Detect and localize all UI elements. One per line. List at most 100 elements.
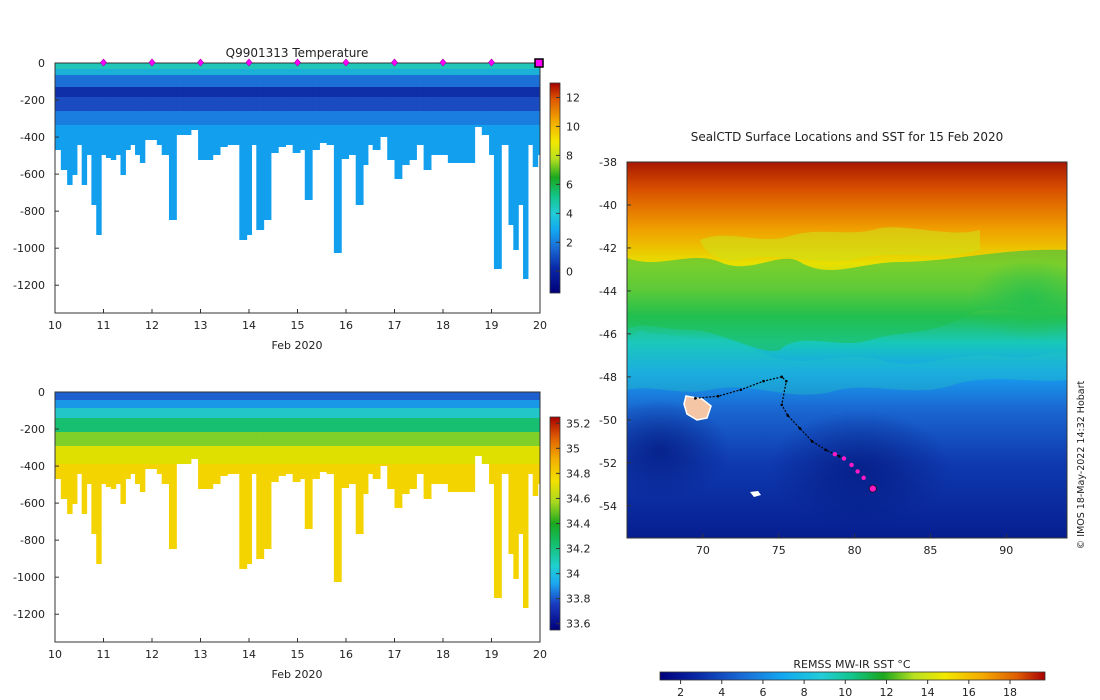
salinity-cast — [239, 392, 248, 569]
temperature-cast — [285, 63, 294, 145]
temperature-cast — [362, 63, 369, 165]
map-title: SealCTD Surface Locations and SST for 15… — [691, 130, 1004, 144]
temperature-cast — [152, 63, 158, 140]
temperature-cast — [86, 63, 92, 155]
temperature-y-ticks: 0 -200 -400 -600 -800 -1000 -1200 — [13, 57, 59, 292]
salinity-x-label: Feb 2020 — [272, 668, 323, 681]
temperature-x-tick-label: 13 — [194, 319, 208, 332]
salinity-cast — [227, 392, 236, 474]
salinity-cast — [493, 392, 502, 598]
map-y-tick-label: -48 — [599, 371, 617, 384]
salinity-cast — [513, 392, 519, 579]
temperature-cast — [263, 63, 272, 220]
salinity-cast — [467, 392, 476, 492]
temperature-cast — [105, 63, 112, 158]
temperature-cast — [326, 63, 335, 145]
cast-marker — [294, 58, 301, 67]
salinity-colorbar-tick-label: 33.6 — [566, 618, 591, 631]
temperature-cast — [239, 63, 248, 240]
temperature-cast — [532, 63, 539, 167]
temperature-cast — [493, 63, 502, 269]
map-y-tick-label: -42 — [599, 242, 617, 255]
temperature-cast — [110, 63, 117, 160]
salinity-cast — [256, 392, 265, 559]
temperature-cast — [537, 63, 540, 155]
salinity-cast — [71, 392, 78, 504]
temperature-colorbar-tick-label: 10 — [566, 120, 580, 133]
salinity-cast — [125, 392, 131, 479]
sst-colorbar-tick-label: 14 — [921, 686, 935, 699]
salinity-cast — [96, 392, 102, 564]
temperature-cast — [312, 63, 320, 150]
temperature-cast — [518, 63, 524, 205]
salinity-cast — [91, 392, 97, 534]
salinity-cast — [508, 392, 514, 554]
salinity-cast — [423, 392, 432, 499]
temperature-cast — [219, 63, 228, 147]
salinity-x-tick-label: 17 — [388, 648, 402, 661]
salinity-cast — [55, 392, 62, 479]
temperature-cast — [319, 63, 328, 143]
map-y-tick-label: -50 — [599, 414, 617, 427]
map-x-tick-label: 75 — [772, 544, 786, 557]
temperature-cast — [183, 63, 192, 135]
temperature-cast — [394, 63, 403, 179]
temperature-cast — [101, 63, 107, 155]
track-point — [780, 375, 784, 379]
salinity-y-tick-label: -1200 — [13, 608, 45, 621]
salinity-x-tick-label: 20 — [533, 648, 547, 661]
salinity-cast — [341, 392, 350, 488]
temperature-cast — [474, 63, 483, 127]
salinity-x-tick-label: 16 — [339, 648, 353, 661]
salinity-cast — [319, 392, 328, 472]
temperature-cast — [71, 63, 78, 175]
salinity-cast — [285, 392, 294, 474]
track-point — [810, 440, 814, 443]
salinity-colorbar-tick-label: 33.8 — [566, 593, 591, 606]
salinity-x-tick-label: 11 — [97, 648, 111, 661]
temperature-cast — [212, 63, 221, 155]
temperature-x-tick-label: 11 — [97, 319, 111, 332]
salinity-cast — [198, 392, 206, 489]
temperature-x-ticks: 10 11 12 13 14 15 16 17 18 19 20 — [48, 309, 547, 332]
map-x-tick-label: 80 — [848, 544, 862, 557]
cast-marker — [342, 58, 350, 67]
temperature-colorbar-tick-label: 12 — [566, 91, 580, 104]
temperature-x-tick-label: 10 — [48, 319, 62, 332]
temperature-cast — [205, 63, 214, 160]
temperature-cast — [76, 63, 83, 145]
temperature-cast — [372, 63, 381, 150]
temperature-cast — [227, 63, 236, 145]
temperature-casts — [55, 63, 540, 279]
temperature-cast — [256, 63, 265, 230]
salinity-y-tick-label: -200 — [20, 423, 45, 436]
temperature-cast — [81, 63, 88, 185]
salinity-colorbar-tick-label: 35.2 — [566, 417, 591, 430]
cast-marker — [245, 58, 253, 67]
temperature-cast — [234, 63, 240, 145]
map-y-ticks: -38 -40 -42 -44 -46 -48 -50 -52 -54 — [599, 156, 631, 513]
cast-marker — [148, 58, 156, 67]
salinity-cast — [379, 392, 388, 466]
temperature-cast — [299, 63, 306, 150]
temperature-title: Q9901313 Temperature — [226, 46, 369, 60]
temperature-cast — [91, 63, 97, 205]
recent-position — [832, 452, 838, 457]
seal-track — [695, 376, 840, 457]
temperature-cast — [67, 63, 73, 185]
salinity-y-tick-label: -400 — [20, 460, 45, 473]
temperature-cast — [523, 63, 529, 279]
recent-position — [855, 469, 860, 474]
salinity-cast — [372, 392, 381, 479]
cast-marker — [439, 58, 447, 67]
temperature-cast — [130, 63, 136, 145]
track-point — [780, 403, 784, 407]
temperature-cast — [156, 63, 163, 145]
salinity-cast — [523, 392, 529, 608]
salinity-cast — [176, 392, 185, 464]
salinity-cast — [401, 392, 410, 494]
salinity-colorbar-tick-label: 34.2 — [566, 543, 591, 556]
sst-colorbar-tick-label: 16 — [962, 686, 976, 699]
map-y-tick-label: -40 — [599, 199, 617, 212]
